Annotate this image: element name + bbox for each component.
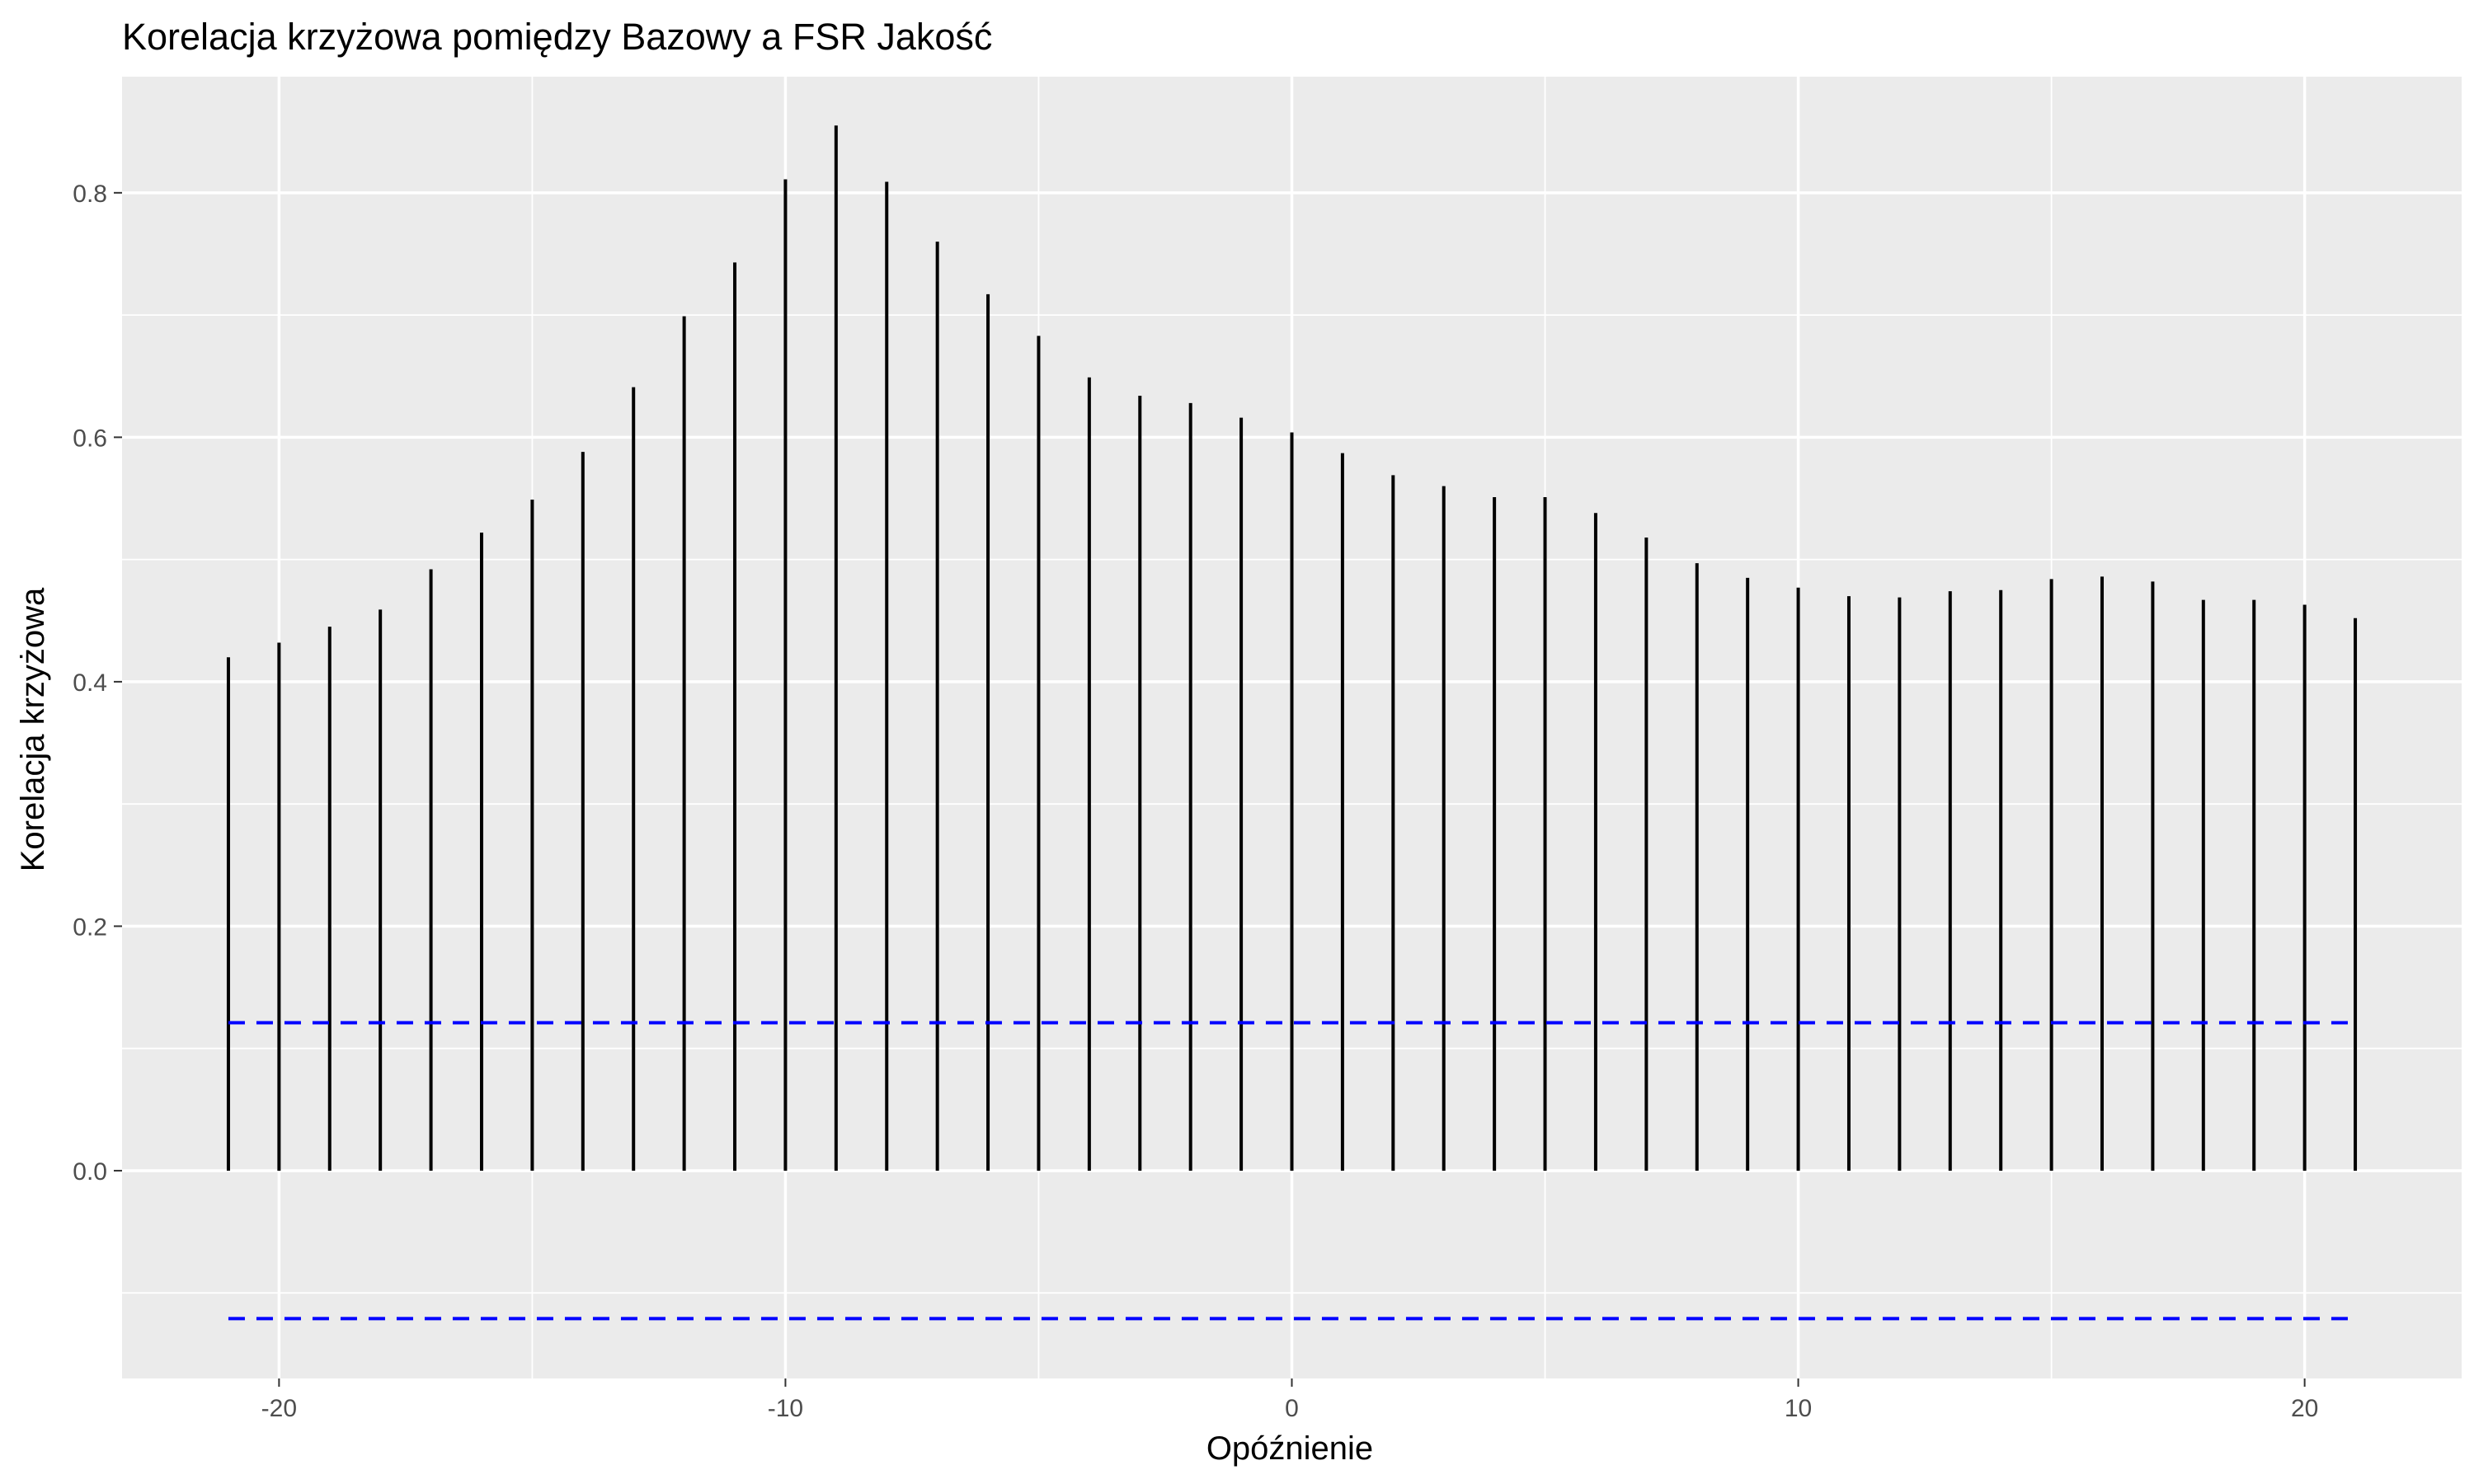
x-axis-title: Opóźnienie [1206, 1430, 1373, 1467]
y-tick-label: 0.2 [73, 913, 107, 941]
x-axis: -20 -10 0 10 20 [261, 1378, 2318, 1422]
y-tick-label: 0.6 [73, 425, 107, 452]
y-axis: 0.0 0.2 0.4 0.6 0.8 [73, 181, 122, 1186]
x-tick-label: -20 [261, 1395, 297, 1422]
y-axis-title: Korelacja krzyżowa [15, 587, 51, 871]
correlation-bars [226, 125, 2358, 1171]
y-tick-label: 0.8 [73, 181, 107, 208]
x-tick-label: 0 [1285, 1395, 1299, 1422]
x-tick-label: -10 [768, 1395, 803, 1422]
x-tick-label: 10 [1785, 1395, 1812, 1422]
chart-title: Korelacja krzyżowa pomiędzy Bazowy a FSR… [122, 16, 992, 58]
x-tick-label: 20 [2291, 1395, 2318, 1422]
y-tick-label: 0.0 [73, 1158, 107, 1186]
confidence-bounds [228, 1021, 2356, 1321]
y-tick-label: 0.4 [73, 669, 107, 697]
